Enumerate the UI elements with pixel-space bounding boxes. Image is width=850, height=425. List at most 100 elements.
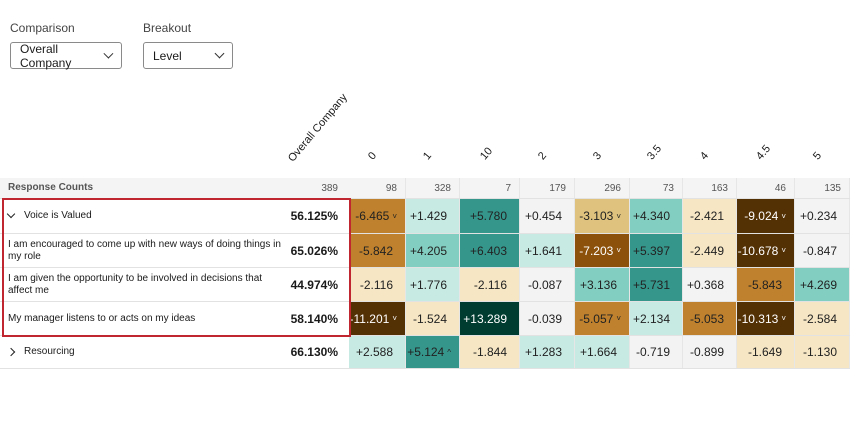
row-label-text: Voice is Valued (24, 210, 92, 221)
row-label-text: Resourcing (24, 346, 75, 357)
score-value: +4.205 (409, 243, 447, 258)
score-value: +0.234 (799, 209, 837, 223)
overall-score: 44.974% (290, 277, 338, 292)
count-cell: 7 (460, 178, 520, 198)
score-cell: +3.136 (575, 268, 630, 301)
count-cell: 135 (795, 178, 850, 198)
overall-score: 65.026% (290, 243, 338, 258)
score-cell: -10.313 ˅ (737, 302, 795, 335)
score-cell: +5.731 (630, 268, 683, 301)
score-cell: +1.283 (520, 336, 575, 368)
score-value: -2.116 (359, 277, 393, 292)
score-cell: -0.087 (520, 268, 575, 301)
score-value: +0.454 (524, 209, 562, 223)
row-label-text: I am given the opportunity to be involve… (8, 272, 263, 296)
breakout-dropdown[interactable]: Level (143, 42, 233, 69)
score-value: +6.403 (469, 243, 507, 258)
breakout-label: Breakout (143, 21, 192, 35)
overall-score: 66.130% (290, 345, 338, 359)
breakout-value: Level (153, 48, 182, 63)
significance-down-icon: ˅ (781, 246, 786, 255)
score-cell: -9.024 ˅ (737, 199, 795, 233)
significance-down-icon: ˅ (616, 211, 621, 221)
score-value: +13.289 (463, 311, 507, 326)
score-cell: +6.403 (460, 234, 520, 267)
score-cell: -0.847 (795, 234, 850, 267)
score-value: -6.465 (355, 209, 390, 223)
row-label: I am encouraged to come up with new ways… (8, 234, 284, 267)
score-value: +1.429 (409, 209, 447, 223)
score-cell: -1.130 (795, 336, 850, 368)
column-header: 1 (421, 149, 435, 163)
score-cell: -0.899 (683, 336, 737, 368)
score-cell: -2.116 (460, 268, 520, 301)
row-label: Resourcing (6, 336, 284, 368)
comparison-value: Overall Company (20, 41, 72, 70)
significance-down-icon: ˅ (781, 211, 786, 221)
score-value: -7.203 (579, 243, 614, 258)
chevron-down-icon[interactable] (6, 209, 16, 219)
comparison-dropdown[interactable]: Overall Company (10, 41, 122, 70)
column-header: 2 (535, 149, 549, 163)
score-value: -5.842 (358, 243, 393, 258)
score-value: +4.340 (632, 209, 670, 223)
response-counts-label: Response Counts (8, 182, 94, 193)
group-row[interactable]: Resourcing 66.130% +2.588 +5.124 ^ -1.844 +1.2… (0, 336, 850, 369)
column-header: 0 (365, 149, 379, 163)
score-value: +2.134 (632, 311, 670, 326)
score-cell: -3.103 ˅ (575, 199, 630, 233)
score-cell: +13.289 (460, 302, 520, 335)
question-row: My manager listens to or acts on my idea… (0, 302, 850, 336)
score-value: -1.844 (472, 345, 507, 359)
score-value: +2.588 (355, 345, 393, 359)
score-value: -3.103 (579, 209, 614, 223)
score-cell: -1.649 (737, 336, 795, 368)
row-label-text: I am encouraged to come up with new ways… (8, 238, 281, 262)
score-value: +5.780 (469, 209, 507, 223)
score-value: -5.057 (579, 311, 614, 326)
column-header: 4 (698, 149, 712, 163)
score-value: +5.124 (407, 345, 445, 359)
question-row: I am encouraged to come up with new ways… (0, 234, 850, 268)
score-cell: -5.053 (683, 302, 737, 335)
response-counts-row: Response Counts 389 98 328 7 179 296 73 163 46 135 (0, 178, 850, 199)
score-cell: -5.842 (349, 234, 406, 267)
score-value: +0.368 (686, 277, 724, 292)
score-cell: +4.269 (795, 268, 850, 301)
score-value: -11.201 (349, 311, 390, 326)
column-header: Overall Company (286, 91, 350, 165)
score-cell: -2.584 (795, 302, 850, 335)
score-value: -2.449 (689, 243, 724, 258)
chevron-down-icon (214, 48, 225, 59)
significance-down-icon: ˅ (392, 211, 397, 221)
score-value: -1.649 (747, 345, 782, 359)
score-cell: +0.454 (520, 199, 575, 233)
column-header: 3.5 (644, 142, 664, 163)
chevron-right-icon[interactable] (6, 347, 16, 357)
significance-down-icon: ˅ (781, 314, 786, 323)
score-cell: -0.719 (630, 336, 683, 368)
score-value: +4.269 (799, 277, 837, 292)
significance-down-icon: ˅ (616, 314, 621, 323)
score-cell: +5.397 (630, 234, 683, 267)
score-value: -10.313 (737, 311, 779, 326)
score-value: +5.397 (632, 243, 670, 258)
row-label: Voice is Valued (6, 199, 284, 233)
score-value: -0.719 (635, 345, 670, 359)
significance-up-icon: ^ (447, 347, 451, 357)
row-label: My manager listens to or acts on my idea… (8, 302, 284, 335)
group-row[interactable]: Voice is Valued 56.125% -6.465 ˅ +1.429 +5.78… (0, 199, 850, 234)
score-value: -1.524 (412, 311, 447, 326)
significance-down-icon: ˅ (392, 314, 397, 323)
score-cell: -10.678 ˅ (737, 234, 795, 267)
question-row: I am given the opportunity to be involve… (0, 268, 850, 302)
significance-down-icon: ˅ (616, 246, 621, 255)
row-label: I am given the opportunity to be involve… (8, 268, 284, 301)
score-value: -2.584 (802, 311, 837, 326)
score-cell: +4.340 (630, 199, 683, 233)
score-value: -5.843 (747, 277, 782, 292)
count-cell: 296 (575, 178, 630, 198)
row-label-text: My manager listens to or acts on my idea… (8, 312, 196, 324)
score-value: -0.847 (802, 243, 837, 258)
score-cell: +1.641 (520, 234, 575, 267)
